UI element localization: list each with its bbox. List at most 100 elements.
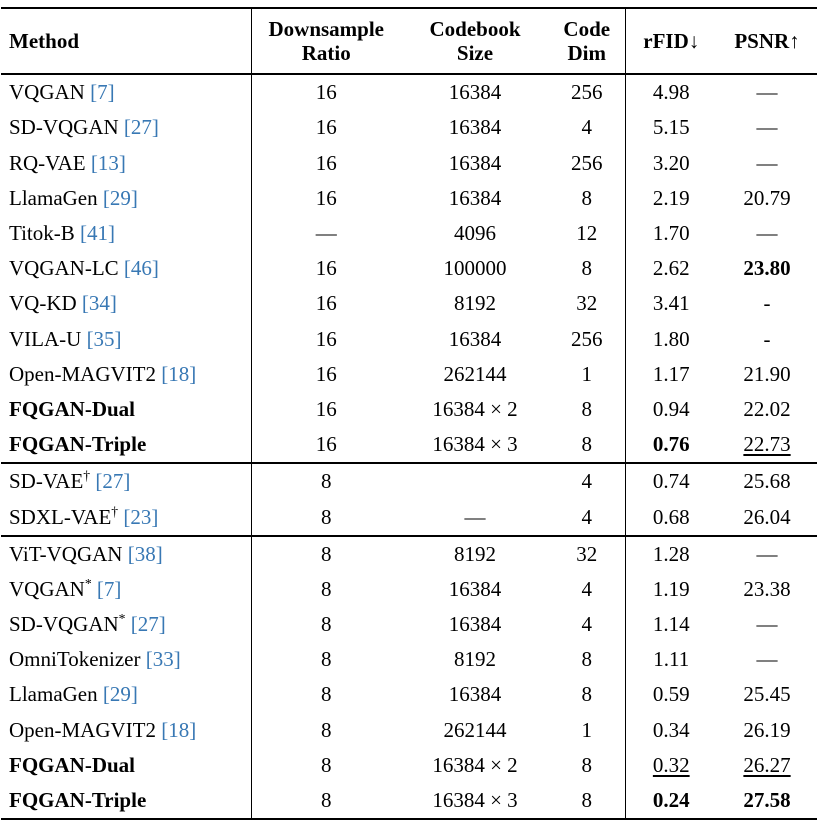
citation-link[interactable]: [33]	[145, 647, 181, 672]
table-row: Open-MAGVIT2 [18] 16 262144 1 1.17 21.90	[1, 356, 817, 392]
downsample-cell: 16	[315, 361, 337, 386]
rfid-cell: 0.32	[652, 752, 690, 777]
psnr-cell: -	[763, 326, 771, 351]
codebook-cell: 8192	[454, 291, 496, 316]
method-name: VILA-U	[9, 326, 82, 351]
table-row: FQGAN-Dual 8 16384 × 2 8 0.32 26.27	[1, 747, 817, 784]
citation-link[interactable]: [18]	[161, 717, 197, 742]
method-name: FQGAN-Dual	[9, 396, 135, 421]
code-dim-cell: 4	[549, 499, 626, 536]
method-cell: VQGAN [7]	[1, 74, 252, 111]
codebook-cell: 16384	[448, 150, 502, 175]
codebook-cell: 8192	[454, 647, 496, 672]
downsample-cell: 16	[315, 432, 337, 457]
code-dim-cell: 8	[549, 642, 626, 678]
table-row: Open-MAGVIT2 [18] 8 262144 1 0.34 26.19	[1, 712, 817, 748]
table-row: VQGAN* [7] 8 16384 4 1.19 23.38	[1, 571, 817, 608]
method-cell: VQGAN* [7]	[1, 571, 252, 608]
header-line: Size	[456, 41, 494, 66]
psnr-cell: 26.27	[743, 752, 791, 777]
citation-link[interactable]: [38]	[127, 541, 163, 566]
rfid-cell: 5.15	[652, 115, 690, 140]
method-name: RQ-VAE	[9, 150, 86, 175]
rfid-cell: 0.24	[652, 788, 690, 813]
method-name: VQGAN-LC	[9, 256, 119, 281]
method-name: SD-VQGAN	[9, 115, 119, 140]
col-header-psnr: PSNR↑	[734, 29, 800, 54]
table-row: SDXL-VAE† [23] 8 — 4 0.68 26.04	[1, 499, 817, 536]
citation-link[interactable]: [7]	[96, 576, 122, 601]
table-row: VQGAN [7] 16 16384 256 4.98 —	[1, 74, 817, 111]
table-row: SD-VQGAN [27] 16 16384 4 5.15 —	[1, 110, 817, 146]
codebook-cell: 100000	[443, 256, 507, 281]
citation-link[interactable]: [27]	[130, 612, 166, 637]
downsample-cell: 16	[315, 115, 337, 140]
code-dim-cell: 1	[549, 356, 626, 392]
codebook-cell: 16384	[448, 576, 502, 601]
method-name: SD-VQGAN	[9, 612, 119, 637]
downsample-cell: 8	[321, 647, 332, 672]
codebook-cell: 262144	[443, 361, 507, 386]
method-name: LlamaGen	[9, 185, 98, 210]
method-cell: VQ-KD [34]	[1, 286, 252, 322]
downsample-cell: 8	[321, 576, 332, 601]
rfid-cell: 1.11	[653, 647, 690, 672]
table-row: RQ-VAE [13] 16 16384 256 3.20 —	[1, 145, 817, 181]
header-line: Ratio	[301, 41, 351, 66]
psnr-cell: —	[756, 612, 778, 637]
citation-link[interactable]: [18]	[161, 361, 197, 386]
col-header-downsample-ratio: Downsample Ratio	[251, 8, 401, 74]
psnr-cell: —	[756, 647, 778, 672]
downsample-cell: 8	[321, 752, 332, 777]
citation-link[interactable]: [29]	[102, 185, 138, 210]
rfid-cell: 0.76	[652, 432, 690, 457]
psnr-cell: 23.38	[743, 576, 791, 601]
psnr-cell: 22.73	[743, 432, 791, 457]
code-dim-cell: 4	[549, 571, 626, 608]
citation-link[interactable]: [27]	[95, 469, 131, 494]
psnr-cell: 25.45	[743, 682, 791, 707]
citation-link[interactable]: [27]	[123, 115, 159, 140]
method-cell: LlamaGen [29]	[1, 677, 252, 713]
table-row: SD-VAE† [27] 8 4 0.74 25.68	[1, 463, 817, 500]
method-superscript: †	[111, 503, 119, 519]
method-cell: SD-VAE† [27]	[1, 463, 252, 500]
method-name: SD-VAE	[9, 469, 84, 494]
code-dim-cell: 8	[549, 251, 626, 287]
rfid-cell: 1.17	[652, 361, 690, 386]
rfid-cell: 4.98	[652, 80, 690, 105]
citation-link[interactable]: [13]	[90, 150, 126, 175]
citation-link[interactable]: [29]	[102, 682, 138, 707]
citation-link[interactable]: [7]	[90, 80, 115, 105]
codebook-cell: 16384 × 2	[432, 752, 518, 777]
citation-link[interactable]: [46]	[123, 256, 159, 281]
table-row: LlamaGen [29] 8 16384 8 0.59 25.45	[1, 677, 817, 713]
downsample-cell: 8	[321, 469, 332, 494]
downsample-cell: 16	[315, 326, 337, 351]
citation-link[interactable]: [34]	[81, 291, 117, 316]
rfid-cell: 1.19	[652, 576, 690, 601]
citation-link[interactable]: [41]	[80, 221, 116, 246]
table-row: VILA-U [35] 16 16384 256 1.80 -	[1, 321, 817, 357]
downsample-cell: 8	[321, 612, 332, 637]
method-cell: Open-MAGVIT2 [18]	[1, 712, 252, 748]
method-name: FQGAN-Triple	[9, 432, 147, 457]
method-name: OmniTokenizer	[9, 647, 141, 672]
downsample-cell: 16	[315, 291, 337, 316]
method-cell: VILA-U [35]	[1, 321, 252, 357]
code-dim-cell: 32	[549, 535, 626, 572]
downsample-cell: 8	[321, 717, 332, 742]
code-dim-cell: 8	[549, 677, 626, 713]
method-cell: VQGAN-LC [46]	[1, 251, 252, 287]
col-header-method: Method	[1, 8, 252, 75]
header-row: Method Downsample Ratio Codebook Size Co…	[1, 8, 817, 75]
codebook-cell: 16384	[448, 326, 502, 351]
citation-link[interactable]: [35]	[86, 326, 122, 351]
header-line: Code	[563, 17, 611, 41]
downsample-cell: 16	[315, 80, 337, 105]
citation-link[interactable]: [23]	[123, 504, 159, 529]
downsample-cell: 16	[315, 185, 337, 210]
results-table: Method Downsample Ratio Codebook Size Co…	[1, 7, 817, 821]
code-dim-cell: 1	[549, 712, 626, 748]
rfid-cell: 3.41	[652, 291, 690, 316]
